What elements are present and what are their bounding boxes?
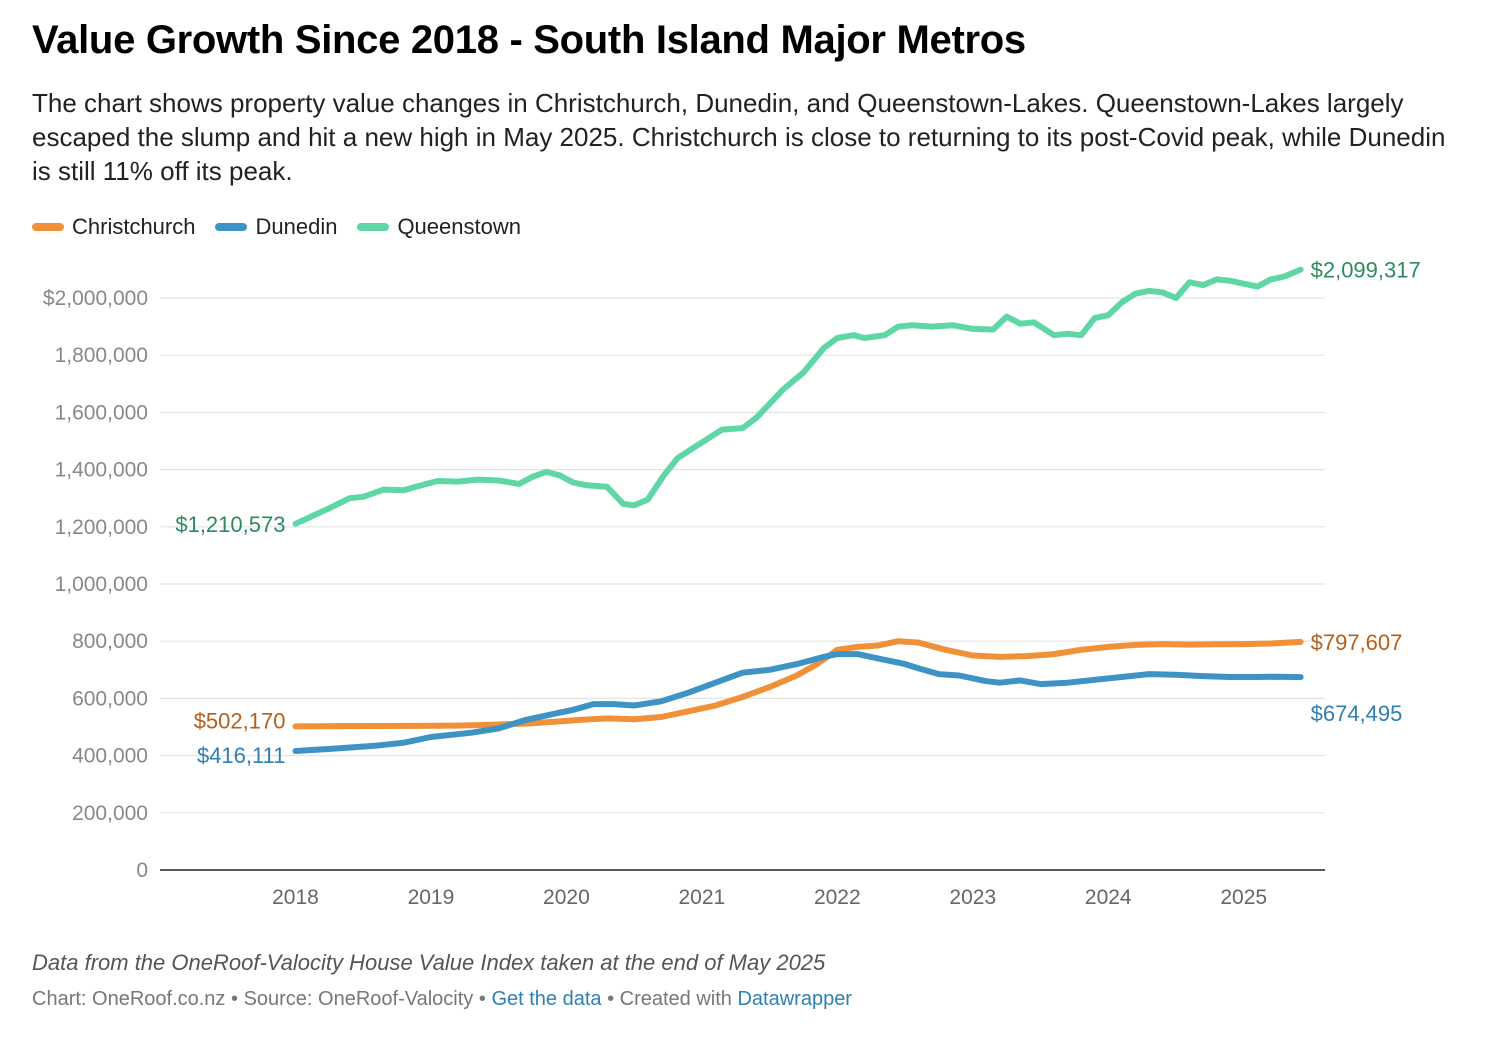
start-value-label-dunedin: $416,111 [197,743,286,768]
y-tick-label: 1,000,000 [55,573,148,596]
y-tick-label: 400,000 [72,745,148,768]
legend-label-queenstown: Queenstown [397,214,521,239]
x-tick-label: 2018 [272,886,319,909]
footer-note: Data from the OneRoof-Valocity House Val… [32,950,826,975]
x-tick-label: 2024 [1085,886,1132,909]
y-tick-label: 0 [136,859,148,882]
y-tick-label: 600,000 [72,687,148,710]
legend-item-queenstown: Queenstown [357,214,521,240]
chart-description: The chart shows property value changes i… [32,88,1446,186]
x-tick-label: 2022 [814,886,861,909]
series-line-dunedin [292,651,1304,754]
y-tick-label: 1,600,000 [55,401,148,424]
legend-swatch-dunedin [215,223,248,231]
series-line-christchurch [292,638,1304,730]
legend-label-dunedin: Dunedin [255,214,338,239]
x-tick-label: 2023 [949,886,996,909]
x-tick-label: 2025 [1220,886,1267,909]
start-value-label-christchurch: $502,170 [194,708,286,733]
end-value-label-queenstown: $2,099,317 [1311,258,1421,283]
start-value-label-queenstown: $1,210,573 [175,512,285,537]
y-tick-label: 200,000 [72,802,148,825]
legend-swatch-queenstown [357,223,390,231]
get-the-data-link[interactable]: Get the data [491,988,602,1010]
legend-item-christchurch: Christchurch [32,214,195,240]
footer-credits: Chart: OneRoof.co.nz • Source: OneRoof-V… [32,988,852,1011]
y-tick-label: $2,000,000 [43,287,148,310]
datawrapper-link[interactable]: Datawrapper [737,988,852,1010]
footer-separator: • [473,988,492,1010]
footer-chart-by: Chart: OneRoof.co.nz [32,988,226,1010]
footer-created-with: • Created with [601,988,738,1010]
legend: Christchurch Dunedin Queenstown [32,214,521,240]
y-tick-label: 1,800,000 [55,344,148,367]
x-tick-label: 2019 [408,886,455,909]
end-value-label-dunedin: $674,495 [1311,701,1403,726]
y-tick-label: 1,400,000 [55,459,148,482]
y-tick-label: 1,200,000 [55,516,148,539]
legend-item-dunedin: Dunedin [215,214,337,240]
series-line-queenstown [292,266,1304,527]
legend-label-christchurch: Christchurch [72,214,196,239]
x-tick-label: 2020 [543,886,590,909]
chart-title: Value Growth Since 2018 - South Island M… [32,18,1026,62]
y-tick-label: 800,000 [72,630,148,653]
legend-swatch-christchurch [32,223,64,231]
end-value-label-christchurch: $797,607 [1311,630,1403,655]
footer-source: Source: OneRoof-Valocity [243,988,474,1010]
x-tick-label: 2021 [679,886,726,909]
footer-separator: • [225,988,244,1010]
